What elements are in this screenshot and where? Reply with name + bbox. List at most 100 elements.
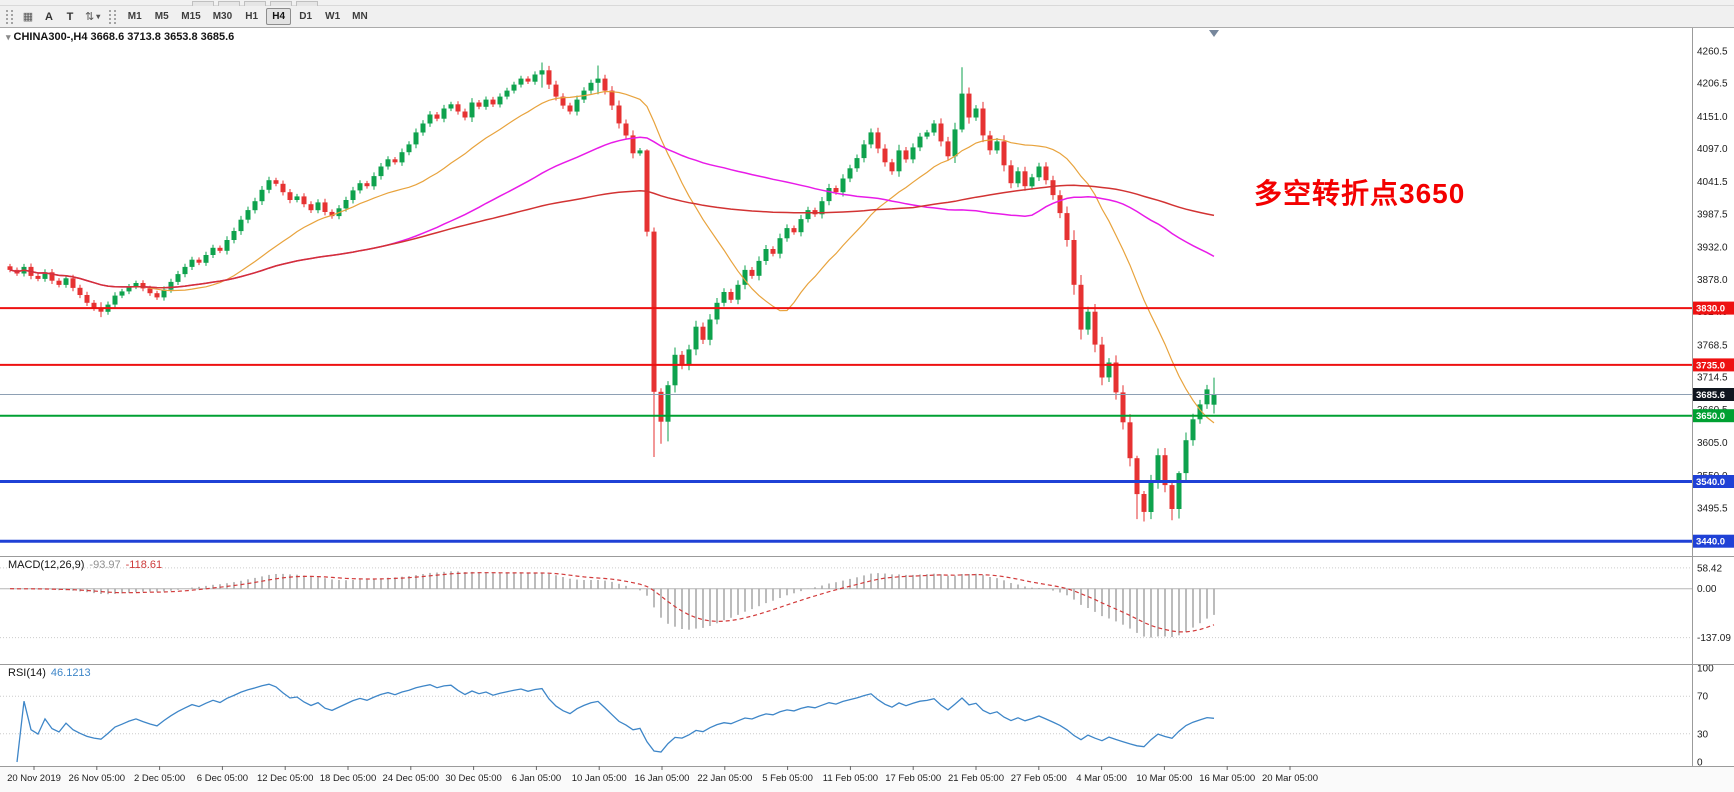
candle-body (952, 129, 958, 157)
text-label-tool-button[interactable]: T (60, 8, 80, 26)
macd-signal-line (9, 572, 1215, 633)
candle-body (1092, 311, 1098, 345)
candle-body (42, 272, 48, 279)
timeframe-button-m5[interactable]: M5 (149, 8, 174, 25)
rsi-tick-label: 30 (1697, 729, 1709, 740)
candle-body (189, 259, 195, 267)
candle-body (441, 108, 447, 119)
candle-body (672, 354, 678, 386)
candle-body (1127, 422, 1133, 459)
candle-body (511, 84, 517, 91)
candle-body (868, 132, 874, 145)
clipped-toolbar-button[interactable] (192, 1, 214, 6)
candle-body (231, 231, 237, 240)
candle-body (287, 192, 293, 200)
candle-body (70, 278, 76, 288)
time-axis-label: 20 Nov 2019 (7, 773, 61, 784)
candle-body (1148, 482, 1154, 512)
candle-body (567, 105, 573, 112)
candle-body (889, 162, 895, 172)
text-tool-button[interactable]: A (39, 8, 59, 26)
toolbar-grip[interactable] (109, 9, 117, 24)
candle-body (784, 228, 790, 239)
timeframe-button-w1[interactable]: W1 (320, 8, 345, 25)
arrows-icon: ⇅ (85, 11, 95, 23)
time-axis-label: 30 Dec 05:00 (445, 773, 502, 784)
candle-body (406, 144, 412, 153)
candle-body (1113, 362, 1119, 393)
clipped-toolbar-button[interactable] (296, 1, 318, 6)
candle-body (294, 196, 300, 200)
candle-body (1015, 171, 1021, 184)
candle-body (483, 99, 489, 107)
candle-body (651, 231, 657, 392)
chart-annotation-text[interactable]: 多空转折点3650 (1254, 178, 1466, 209)
chart-shift-marker[interactable] (1209, 30, 1219, 37)
chart-grid-button[interactable]: ▦ (18, 8, 38, 26)
candle-body (266, 180, 272, 190)
candle-body (168, 281, 174, 290)
candle-body (161, 289, 167, 298)
candle-body (210, 247, 216, 255)
timeframe-button-d1[interactable]: D1 (293, 8, 318, 25)
time-axis-label: 5 Feb 05:00 (762, 773, 813, 784)
candle-body (560, 96, 566, 106)
chart-background[interactable] (0, 28, 1734, 766)
rsi-line (16, 683, 1215, 763)
arrows-tool-button[interactable]: ⇅ ▾ (81, 8, 104, 26)
candle-body (602, 78, 608, 91)
candle-body (84, 295, 90, 303)
candle-body (1099, 344, 1105, 378)
clipped-toolbar-button[interactable] (218, 1, 240, 6)
candle-body (154, 293, 160, 298)
timeframe-toolbar: M1 M5 M15 M30 H1 H4 D1 W1 MN (121, 8, 373, 25)
candle-body (413, 132, 419, 145)
price-tick-label: 3987.5 (1697, 210, 1728, 221)
candle-body (637, 150, 643, 154)
time-axis-label: 10 Mar 05:00 (1136, 773, 1192, 784)
timeframe-button-h4[interactable]: H4 (266, 8, 292, 25)
candle-body (861, 144, 867, 159)
candle-body (1106, 362, 1112, 378)
clipped-toolbar-button[interactable] (244, 1, 266, 6)
price-tick-label: 4260.5 (1697, 46, 1728, 57)
candle-body (840, 178, 846, 193)
candle-body (63, 278, 69, 285)
macd-value-main: -93.97 (89, 559, 121, 571)
price-tag (1692, 301, 1734, 315)
candle-body (420, 123, 426, 133)
price-tag-label: 3540.0 (1696, 477, 1725, 488)
timeframe-button-mn[interactable]: MN (347, 8, 373, 25)
candle-body (1190, 419, 1196, 441)
candle-body (126, 286, 132, 292)
time-axis-label: 16 Jan 05:00 (635, 773, 690, 784)
candle-body (847, 168, 853, 179)
timeframe-button-m15[interactable]: M15 (176, 8, 205, 25)
candle-body (455, 104, 461, 112)
time-axis-label: 6 Jan 05:00 (512, 773, 562, 784)
time-axis-label: 16 Mar 05:00 (1199, 773, 1255, 784)
candle-body (203, 255, 209, 263)
candle-body (301, 196, 307, 205)
candle-body (427, 114, 433, 124)
timeframe-button-h1[interactable]: H1 (239, 8, 264, 25)
candle-body (308, 204, 314, 211)
candle-body (616, 105, 622, 124)
candle-body (805, 210, 811, 220)
price-tick-label: 3878.0 (1697, 275, 1728, 286)
candle-body (525, 78, 531, 82)
timeframe-button-m30[interactable]: M30 (208, 8, 237, 25)
toolbar-grip[interactable] (6, 9, 13, 24)
timeframe-button-m1[interactable]: M1 (122, 8, 147, 25)
symbol-ohlc-text: CHINA300-,H4 3668.6 3713.8 3653.8 3685.6 (13, 31, 235, 43)
candle-body (994, 141, 1000, 151)
candle-body (35, 275, 41, 279)
candle-body (238, 219, 244, 232)
candle-body (945, 141, 951, 157)
candle-body (763, 249, 769, 261)
chevron-down-icon[interactable]: ▾ (6, 32, 11, 42)
candle-body (357, 183, 363, 191)
clipped-toolbar-button[interactable] (270, 1, 292, 6)
time-axis-label: 18 Dec 05:00 (320, 773, 377, 784)
